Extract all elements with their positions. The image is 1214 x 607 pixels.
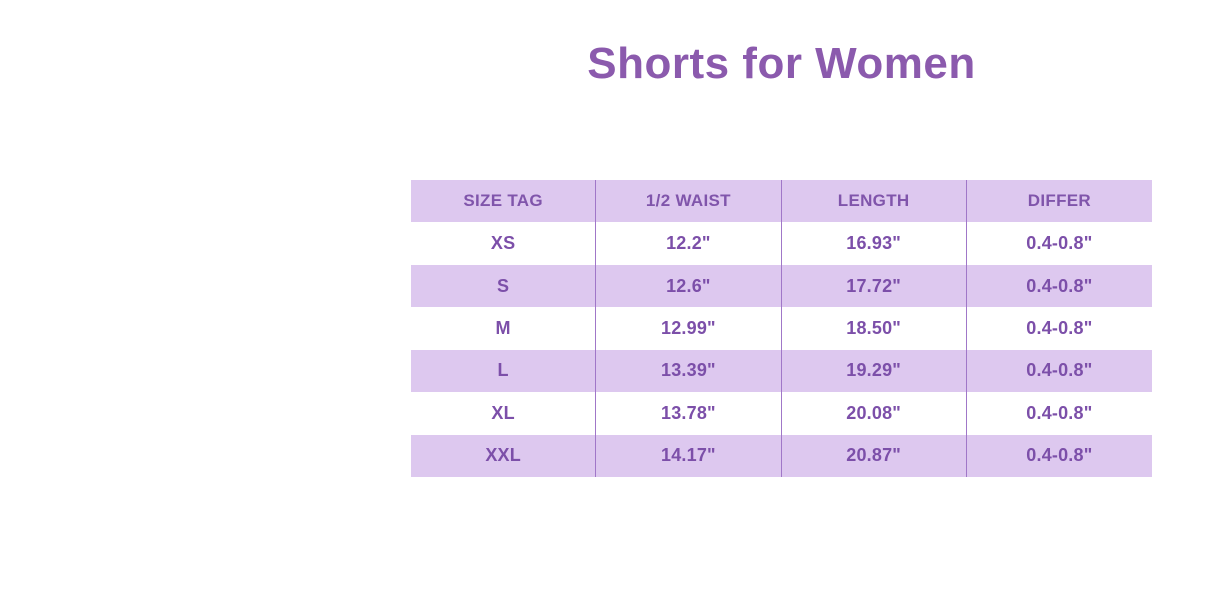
cell-half-waist: 13.39": [596, 349, 782, 393]
cell-differ: 0.4-0.8": [1026, 445, 1093, 466]
cell-length: 16.93": [782, 222, 967, 265]
cell-half-waist: 14.17": [596, 434, 782, 477]
cell-half-waist: 12.2": [596, 222, 782, 265]
cell-differ: 0.4-0.8": [1026, 317, 1093, 338]
table-row-m: M 12.99" 18.50" 0.4-0.8": [411, 307, 1152, 350]
cell-half-waist: 13.78": [596, 392, 782, 435]
column-header-length: LENGTH: [782, 180, 967, 223]
table-row-xl: XL 13.78" 20.08" 0.4-0.8": [411, 392, 1152, 435]
column-header-size-tag: SIZE TAG: [411, 180, 597, 223]
page-title: Shorts for Women: [587, 39, 976, 88]
cell-half-waist: 12.6": [596, 264, 782, 308]
cell-length: 20.08": [782, 392, 967, 435]
cell-differ: 0.4-0.8": [1026, 402, 1093, 423]
table-row-s: S 12.6" 17.72" 0.4-0.8": [411, 264, 1152, 308]
cell-differ: 0.4-0.8": [1026, 275, 1093, 296]
cell-half-waist: 12.99": [596, 307, 782, 350]
cell-length: 18.50": [782, 307, 967, 350]
column-header-half-waist: 1/2 WAIST: [596, 180, 782, 223]
cell-size-tag: XS: [411, 222, 597, 265]
cell-length: 19.29": [782, 349, 967, 393]
cell-length: 17.72": [782, 264, 967, 308]
cell-size-tag: XL: [411, 392, 597, 435]
column-header-differ: DIFFER: [1027, 191, 1091, 211]
table-row-xxl: XXL 14.17" 20.87" 0.4-0.8": [411, 434, 1152, 477]
cell-size-tag: M: [411, 307, 597, 350]
cell-size-tag: L: [411, 349, 597, 393]
size-chart-table: SIZE TAG 1/2 WAIST LENGTH DIFFER XS 12.2…: [411, 180, 1152, 477]
cell-differ: 0.4-0.8": [1026, 233, 1093, 254]
table-header-row: SIZE TAG 1/2 WAIST LENGTH DIFFER: [411, 180, 1152, 223]
cell-length: 20.87": [782, 434, 967, 477]
cell-size-tag: XXL: [411, 434, 597, 477]
cell-size-tag: S: [411, 264, 597, 308]
cell-differ: 0.4-0.8": [1026, 360, 1093, 381]
table-row-l: L 13.39" 19.29" 0.4-0.8": [411, 349, 1152, 393]
table-row-xs: XS 12.2" 16.93" 0.4-0.8": [411, 222, 1152, 265]
